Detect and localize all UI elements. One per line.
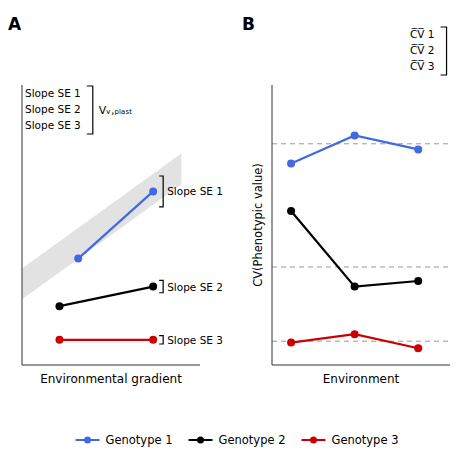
se-bracket xyxy=(159,280,163,292)
series-point xyxy=(149,336,157,344)
panel: Slope SE 1 Slope SE 2 Slope SE 3 Slope SE 1… xyxy=(8,14,223,386)
plot-area xyxy=(22,154,181,344)
series-point xyxy=(414,344,422,352)
series-line xyxy=(291,211,418,287)
x-axis-line xyxy=(22,365,200,366)
series-point xyxy=(287,207,295,215)
series-point xyxy=(287,339,295,347)
panel-title: A xyxy=(8,14,22,34)
series-line xyxy=(59,339,153,341)
annotation-bracket xyxy=(441,27,447,75)
panel: C̅V̅ 1 C̅V̅ 2 C̅V̅ 3 B Environment CV(Phenoty… xyxy=(242,14,450,386)
series-point xyxy=(414,145,422,153)
x-axis-label: Environmental gradient xyxy=(40,372,182,386)
legend-label: Genotype 2 xyxy=(219,433,286,447)
series-point xyxy=(55,336,63,344)
y-axis-line xyxy=(272,85,273,365)
legend-label: Genotype 1 xyxy=(106,433,173,447)
se-bracket xyxy=(159,176,163,207)
y-axis-line xyxy=(22,85,23,365)
legend-marker xyxy=(84,437,91,444)
band xyxy=(22,154,181,300)
series-point xyxy=(149,187,157,195)
series-point xyxy=(351,283,359,291)
series-line xyxy=(78,191,153,258)
series-point xyxy=(287,159,295,167)
legend-marker xyxy=(310,437,317,444)
series-point xyxy=(351,330,359,338)
annotation: C̅V̅ 3 xyxy=(410,60,435,72)
legend-label: Genotype 3 xyxy=(331,433,398,447)
series-line xyxy=(291,135,418,163)
annotation-bracket xyxy=(87,86,93,134)
series-point xyxy=(351,131,359,139)
annotation: C̅V̅ 1 xyxy=(410,28,435,40)
annotation: Slope SE 3 xyxy=(25,119,81,131)
legend-marker xyxy=(197,437,204,444)
legend: Genotype 1 Genotype 2 Genotype 3 xyxy=(76,433,399,447)
annotation: Slope SE 1 xyxy=(167,185,223,197)
series-point xyxy=(414,277,422,285)
y-axis-label: CV(Phenotypic value) xyxy=(251,163,265,287)
annotation-group-label: Vᵥ,ₚₗₐₛₜ xyxy=(99,104,133,117)
annotation: Slope SE 2 xyxy=(167,281,223,293)
annotation: Slope SE 2 xyxy=(25,103,81,115)
series-line xyxy=(59,287,153,307)
series-point xyxy=(74,255,82,263)
plot-area xyxy=(272,131,450,352)
legend-item: Genotype 1 xyxy=(76,433,173,447)
figure: Slope SE 1 Slope SE 2 Slope SE 3 Slope SE 1… xyxy=(0,0,474,474)
legend-item: Genotype 2 xyxy=(189,433,286,447)
reference-line xyxy=(272,143,450,144)
series-point xyxy=(55,302,63,310)
annotation: C̅V̅ 2 xyxy=(410,44,435,56)
panel-title: B xyxy=(242,14,255,34)
annotation: Slope SE 3 xyxy=(167,334,223,346)
legend-item: Genotype 3 xyxy=(301,433,398,447)
annotation: Slope SE 1 xyxy=(25,87,81,99)
reference-line xyxy=(272,267,450,268)
series-point xyxy=(149,283,157,291)
se-bracket xyxy=(159,336,163,344)
x-axis-label: Environment xyxy=(323,372,400,386)
x-axis-line xyxy=(272,365,450,366)
